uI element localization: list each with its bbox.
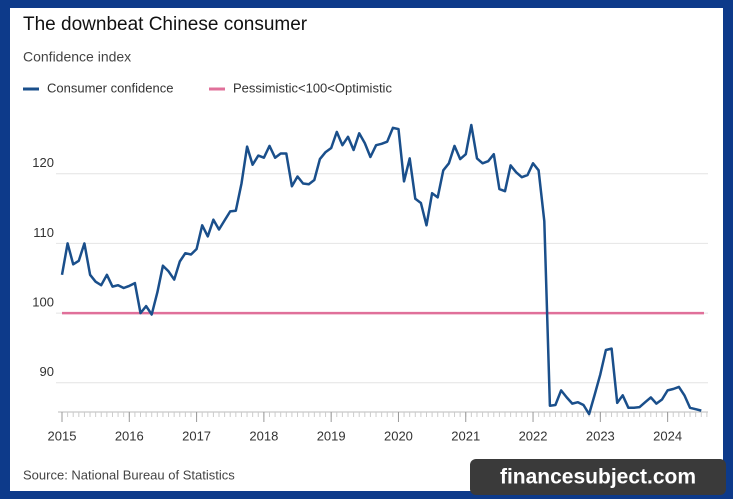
y-tick-label: 110 [33,225,54,240]
x-tick-label: 2019 [317,428,346,443]
x-tick-label: 2015 [48,428,77,443]
y-tick-label: 90 [40,364,54,379]
x-tick-label: 2023 [586,428,615,443]
x-tick-label: 2021 [451,428,480,443]
source-note: Source: National Bureau of Statistics [23,467,235,482]
chart-subtitle: Confidence index [23,49,131,65]
watermark-box [470,459,726,495]
x-tick-label: 2022 [519,428,548,443]
legend-label: Consumer confidence [47,80,173,95]
x-tick-label: 2020 [384,428,413,443]
watermark: financesubject.com [500,466,696,489]
chart-title: The downbeat Chinese consumer [23,14,308,35]
y-tick-label: 100 [32,295,54,310]
x-tick-label: 2024 [653,428,682,443]
legend-label: Pessimistic<100<Optimistic [233,80,392,95]
y-tick-label: 120 [32,155,54,170]
series-line [60,123,702,416]
panel [10,8,723,491]
x-tick-label: 2016 [115,428,144,443]
x-tick-label: 2017 [182,428,211,443]
x-tick-label: 2018 [249,428,278,443]
